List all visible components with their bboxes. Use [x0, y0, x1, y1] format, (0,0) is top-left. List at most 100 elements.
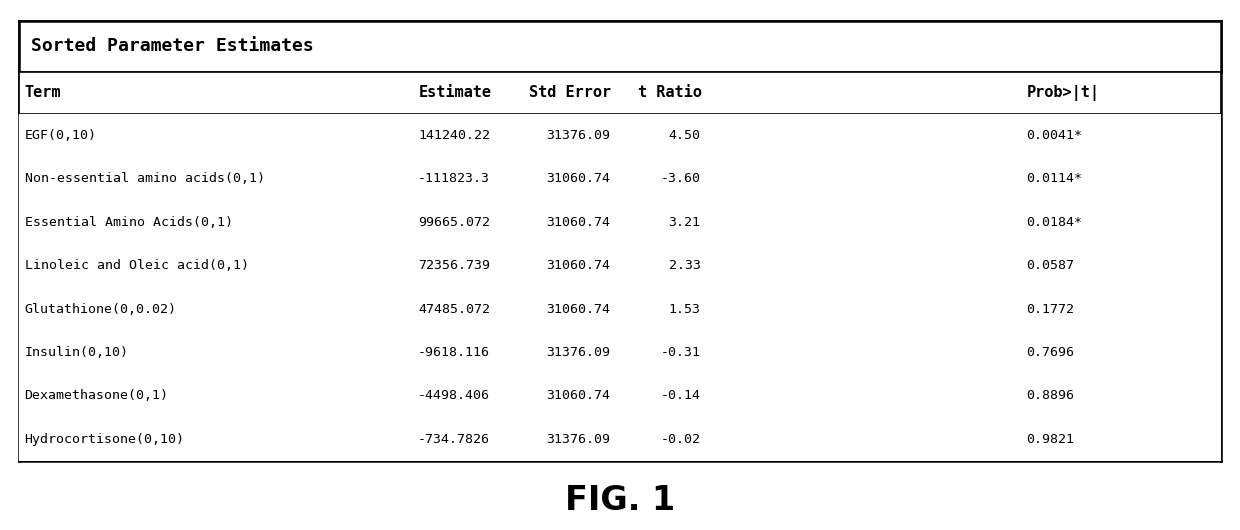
- Point: [920, 225, 940, 234]
- Point: [781, 159, 801, 167]
- Point: [835, 178, 854, 187]
- Point: [931, 225, 951, 233]
- Point: [887, 253, 906, 261]
- Text: -9618.116: -9618.116: [418, 346, 490, 359]
- Point: [879, 138, 899, 147]
- Point: [753, 184, 773, 192]
- Point: [977, 145, 997, 153]
- Point: [920, 140, 940, 149]
- Point: [889, 142, 909, 150]
- Point: [901, 228, 921, 237]
- Point: [744, 190, 764, 198]
- Point: [807, 168, 827, 176]
- Point: [916, 232, 936, 241]
- Point: [862, 228, 882, 236]
- Point: [932, 202, 952, 211]
- Point: [789, 163, 808, 171]
- Point: [972, 90, 992, 98]
- Point: [970, 72, 990, 80]
- Point: [813, 177, 833, 186]
- Point: [868, 232, 888, 240]
- Point: [765, 176, 785, 184]
- Point: [976, 128, 996, 136]
- Point: [986, 119, 1006, 127]
- Point: [755, 172, 775, 180]
- Point: [915, 204, 935, 212]
- Point: [939, 225, 959, 233]
- Point: [866, 205, 885, 213]
- Point: [949, 85, 968, 93]
- Point: [862, 221, 882, 229]
- Point: [916, 127, 936, 136]
- Point: [795, 187, 815, 196]
- Point: [952, 130, 972, 138]
- Point: [875, 127, 895, 135]
- Text: 1.53: 1.53: [668, 303, 701, 315]
- Point: [990, 132, 1009, 141]
- Point: [889, 136, 909, 145]
- Point: [947, 128, 967, 136]
- Point: [959, 121, 978, 129]
- Point: [879, 277, 899, 285]
- Point: [873, 214, 893, 222]
- Point: [826, 189, 846, 198]
- Point: [878, 250, 898, 258]
- Point: [916, 254, 936, 263]
- Point: [934, 117, 954, 125]
- Point: [946, 136, 966, 144]
- Point: [904, 272, 924, 280]
- Point: [926, 96, 946, 105]
- Point: [936, 232, 956, 241]
- Point: [952, 123, 972, 131]
- Point: [868, 224, 888, 233]
- Point: [746, 167, 766, 176]
- Point: [813, 167, 833, 175]
- Bar: [749, 161, 863, 197]
- Point: [962, 122, 982, 131]
- Point: [924, 219, 944, 227]
- Point: [875, 257, 895, 266]
- Point: [952, 204, 972, 212]
- Point: [950, 217, 970, 226]
- Point: [925, 87, 945, 95]
- Point: [978, 135, 998, 144]
- Point: [937, 213, 957, 221]
- Point: [774, 165, 794, 173]
- Point: [807, 173, 827, 181]
- Point: [985, 98, 1004, 106]
- Point: [813, 175, 833, 184]
- Point: [955, 129, 975, 138]
- Point: [909, 209, 929, 217]
- Point: [878, 254, 898, 262]
- Point: [883, 266, 903, 275]
- Point: [935, 220, 955, 228]
- Point: [905, 122, 925, 131]
- Point: [930, 232, 950, 240]
- Point: [944, 207, 963, 215]
- Point: [885, 270, 905, 278]
- Point: [965, 93, 985, 102]
- Point: [883, 251, 903, 259]
- Point: [993, 93, 1013, 102]
- Point: [904, 205, 924, 214]
- Point: [919, 206, 939, 215]
- Point: [950, 218, 970, 226]
- Point: [805, 169, 825, 177]
- Point: [774, 163, 794, 171]
- Point: [1007, 83, 1027, 91]
- Point: [870, 215, 890, 223]
- Point: [841, 183, 861, 191]
- Point: [992, 141, 1012, 149]
- Point: [993, 134, 1013, 142]
- Point: [918, 217, 937, 226]
- Point: [959, 105, 978, 114]
- Point: [977, 146, 997, 155]
- Point: [872, 233, 892, 242]
- Point: [932, 128, 952, 137]
- Point: [897, 116, 916, 125]
- Point: [846, 184, 866, 192]
- Point: [858, 145, 878, 153]
- Point: [904, 276, 924, 284]
- Point: [801, 163, 821, 171]
- Point: [954, 139, 973, 147]
